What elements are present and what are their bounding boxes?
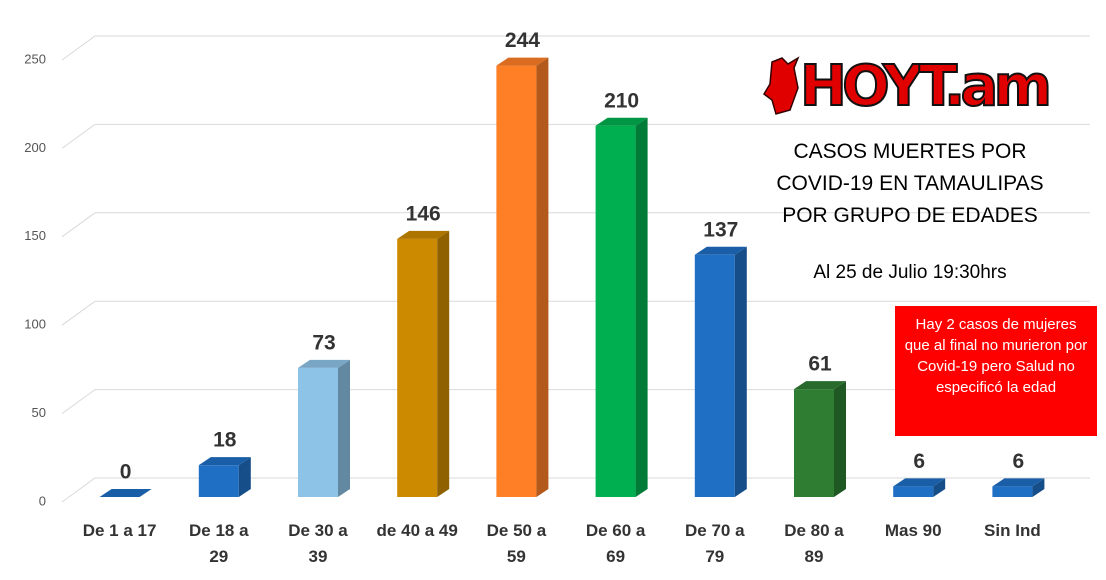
bar-side (635, 117, 648, 497)
bar (595, 125, 636, 497)
grid-line (61, 123, 1090, 149)
bar-top (496, 57, 549, 66)
y-tick-label: 100 (24, 317, 46, 332)
x-tick-label: De 60 a 69 (585, 521, 646, 566)
x-tick-label: De 30 a 39 (288, 521, 348, 566)
bar-side (834, 381, 846, 497)
y-tick-label: 0 (39, 493, 46, 508)
grid-line (61, 212, 1090, 238)
grid-line (61, 35, 1090, 61)
value-label: 6 (1013, 450, 1025, 473)
y-tick-label: 250 (24, 51, 46, 66)
bar-side (338, 359, 350, 497)
y-tick-label: 150 (24, 228, 46, 243)
bar-top (298, 359, 350, 368)
bar (397, 238, 438, 497)
value-label: 18 (213, 429, 237, 452)
x-tick-label: De 80 a 89 (784, 521, 844, 566)
bar (198, 465, 239, 497)
value-label: 0 (120, 461, 132, 484)
bar-side (933, 478, 946, 497)
bar-side (734, 246, 747, 497)
bar-side (536, 57, 549, 497)
bar (893, 486, 934, 497)
bar-top (794, 381, 846, 390)
value-label: 73 (312, 331, 335, 354)
x-tick-label: De 1 a 17 (82, 521, 157, 540)
bar-top (694, 246, 747, 255)
bar-top (99, 489, 152, 497)
bar (992, 486, 1033, 497)
bar-side (1032, 478, 1045, 497)
grid-line (61, 300, 1090, 326)
plot: 0 50 100 150 200 250 0 18 73 146 244 210 137 61 6 6 (24, 29, 1090, 508)
x-tick-label: De 18 a 29 (189, 521, 249, 566)
bar (794, 389, 834, 497)
bar-top (992, 478, 1045, 487)
value-label: 146 (406, 202, 441, 225)
bar-side (238, 457, 251, 497)
annotation: Hay 2 casos de mujeres que al final no m… (895, 306, 1097, 436)
bar-top (595, 117, 648, 126)
x-tick-label: De 50 a 59 (486, 521, 547, 566)
value-label: 6 (913, 450, 925, 473)
logo-text: HOYT.am (800, 54, 1052, 119)
value-label: 210 (604, 89, 639, 112)
grid-line (61, 389, 1090, 415)
bar-top (397, 230, 450, 239)
bar (496, 65, 537, 497)
chart-title: CASOS MUERTES POR COVID-19 EN TAMAULIPAS… (776, 140, 1044, 227)
value-label: 137 (703, 218, 738, 241)
y-tick-label: 50 (32, 405, 46, 420)
bar (694, 254, 735, 497)
chart-subtitle: Al 25 de Julio 19:30hrs (813, 262, 1007, 283)
bar-top (198, 457, 251, 466)
value-label: 61 (808, 353, 832, 376)
y-tick-label: 200 (24, 140, 46, 155)
value-label: 244 (505, 29, 540, 52)
bar-top (893, 478, 946, 487)
bar (298, 367, 338, 497)
grid-line (61, 477, 1090, 503)
logo: HOYT.am (763, 53, 1053, 120)
logo-icon (763, 56, 800, 115)
x-tick-label: De 70 a 79 (685, 521, 745, 566)
bar-side (437, 230, 450, 497)
x-tick-label: de 40 a 49 (376, 521, 458, 540)
x-tick-label: Mas 90 (884, 521, 942, 540)
x-tick-label: Sin Ind (984, 521, 1041, 540)
